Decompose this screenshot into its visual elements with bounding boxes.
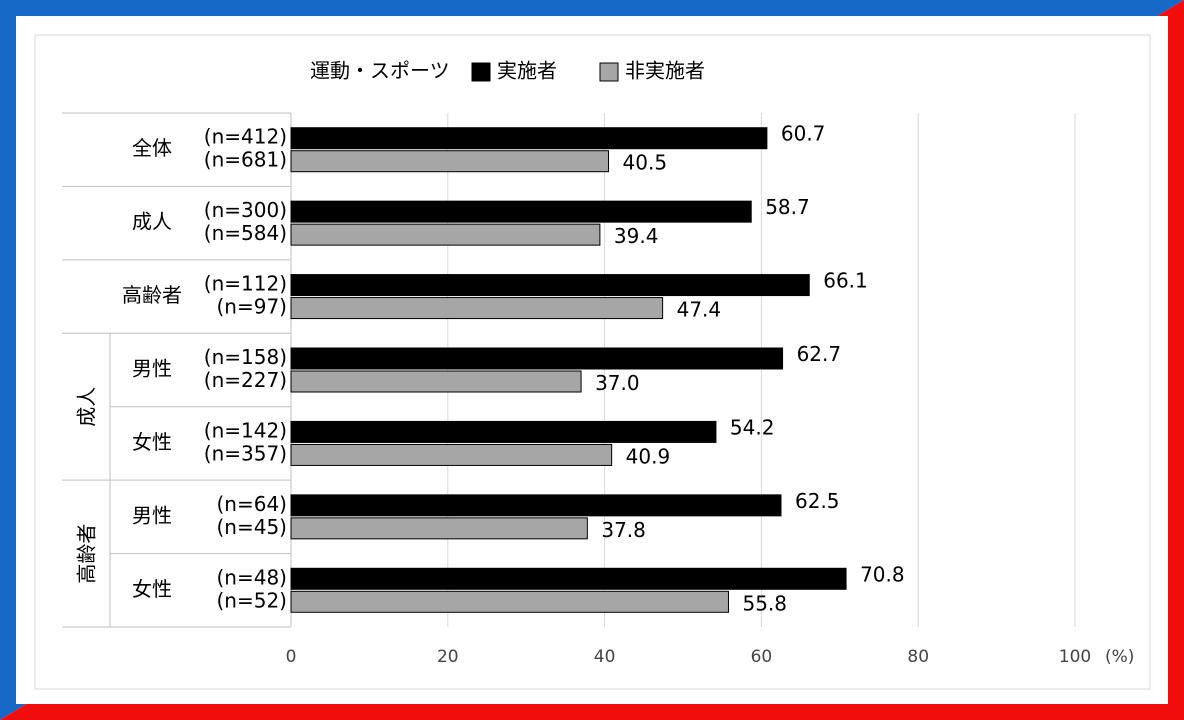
category-label: 女性 xyxy=(132,577,172,601)
n-label: (n=52) xyxy=(217,588,288,612)
n-label: (n=681) xyxy=(204,148,287,172)
category-label: 男性 xyxy=(132,503,172,527)
legend-title: 運動・スポーツ xyxy=(310,59,450,83)
value-label: 66.1 xyxy=(823,269,868,293)
bar xyxy=(290,223,601,246)
bar xyxy=(290,567,847,590)
n-label: (n=158) xyxy=(204,345,287,369)
n-label: (n=584) xyxy=(204,221,287,245)
bar xyxy=(290,347,784,370)
value-label: 62.5 xyxy=(795,489,840,513)
bar xyxy=(290,443,613,466)
value-label: 55.8 xyxy=(742,591,787,615)
legend-swatch xyxy=(599,62,619,82)
legend-label: 実施者 xyxy=(497,59,557,83)
category-label: 全体 xyxy=(132,136,172,160)
value-label: 40.5 xyxy=(623,151,668,175)
category-label: 男性 xyxy=(132,357,172,381)
value-label: 60.7 xyxy=(781,122,826,146)
value-label: 37.0 xyxy=(595,371,640,395)
bar xyxy=(290,150,610,173)
value-label: 40.9 xyxy=(626,444,671,468)
value-label: 37.8 xyxy=(601,518,646,542)
x-tick-label: 20 xyxy=(437,647,459,667)
n-label: (n=357) xyxy=(204,441,287,465)
n-label: (n=142) xyxy=(204,418,287,442)
bar xyxy=(290,370,582,393)
n-label: (n=48) xyxy=(217,565,288,589)
x-tick-label: 40 xyxy=(594,647,616,667)
value-label: 54.2 xyxy=(730,415,775,439)
bar xyxy=(290,274,810,297)
n-label: (n=412) xyxy=(204,125,287,149)
n-label: (n=45) xyxy=(217,515,288,539)
x-tick-label: 80 xyxy=(907,647,929,667)
bar xyxy=(290,127,768,150)
legend-label: 非実施者 xyxy=(625,59,705,83)
value-label: 47.4 xyxy=(677,298,722,322)
chart-border xyxy=(34,34,1151,690)
x-tick-label: 60 xyxy=(751,647,773,667)
value-label: 62.7 xyxy=(797,342,842,366)
bar xyxy=(290,420,717,443)
n-label: (n=112) xyxy=(204,272,287,296)
value-label: 39.4 xyxy=(614,224,659,248)
group-label: 高齢者 xyxy=(75,524,99,584)
value-label: 58.7 xyxy=(765,195,810,219)
bar xyxy=(290,517,588,540)
bar xyxy=(290,200,752,223)
category-label: 女性 xyxy=(132,430,172,454)
bar xyxy=(290,590,729,613)
bar xyxy=(290,494,782,517)
legend-swatch xyxy=(471,62,491,82)
n-label: (n=227) xyxy=(204,368,287,392)
n-label: (n=97) xyxy=(217,295,288,319)
bar xyxy=(290,297,664,320)
category-label: 高齢者 xyxy=(122,283,182,307)
n-label: (n=64) xyxy=(217,492,288,516)
group-label: 成人 xyxy=(75,387,99,427)
n-label: (n=300) xyxy=(204,198,287,222)
x-unit: (%) xyxy=(1105,647,1134,667)
value-label: 70.8 xyxy=(860,562,905,586)
x-tick-label: 100 xyxy=(1059,647,1091,667)
category-label: 成人 xyxy=(132,210,172,234)
x-tick-label: 0 xyxy=(286,647,297,667)
